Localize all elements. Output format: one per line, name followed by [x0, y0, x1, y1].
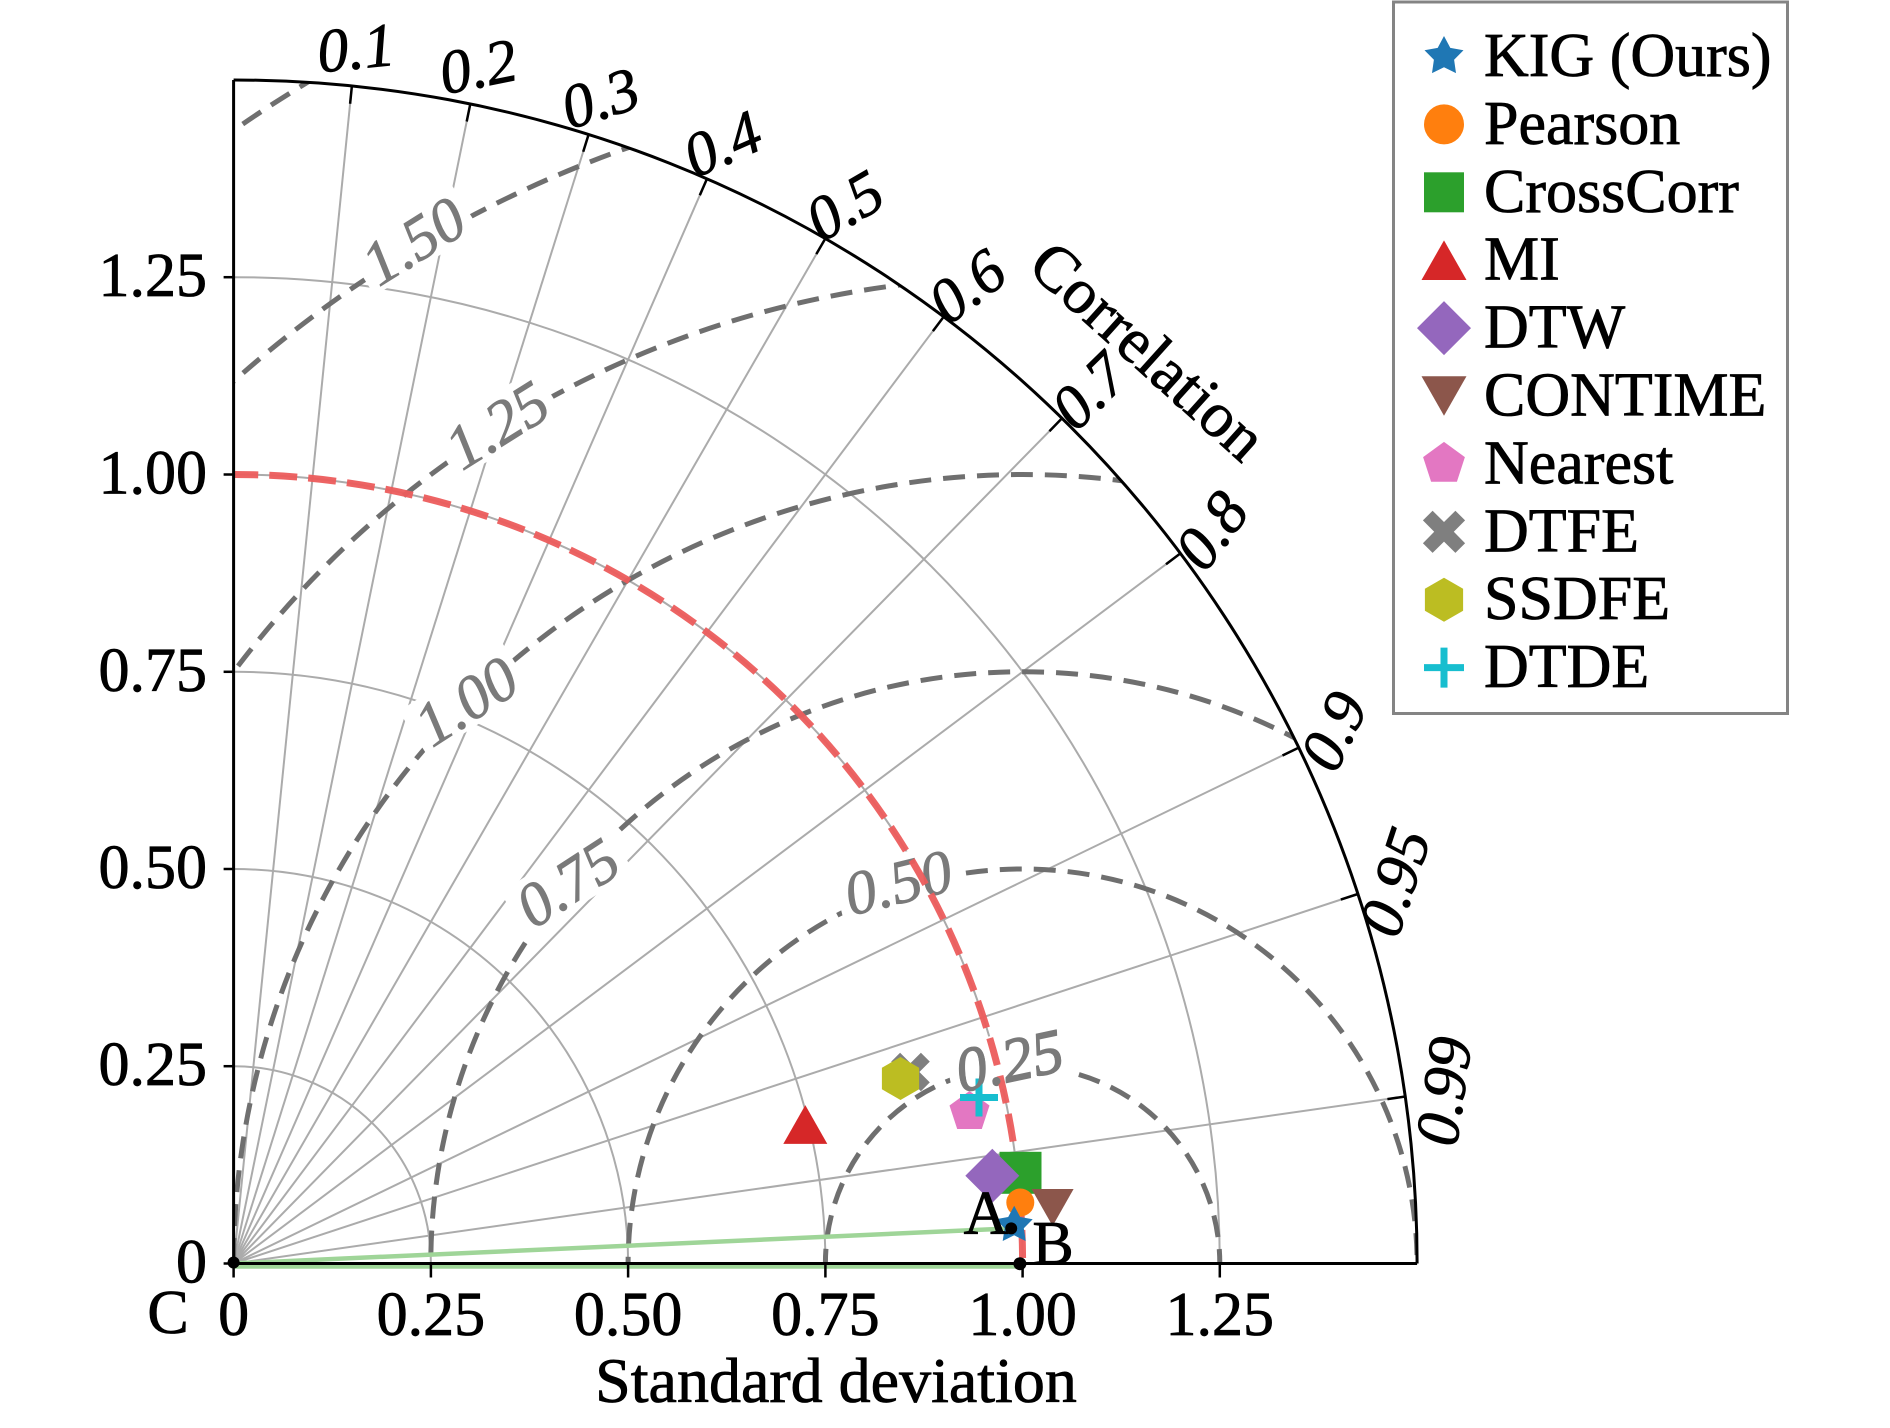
- svg-text:0.1: 0.1: [314, 11, 398, 86]
- svg-text:0.50: 0.50: [574, 1281, 683, 1349]
- svg-text:0: 0: [218, 1281, 249, 1349]
- svg-text:SSDFE: SSDFE: [1484, 565, 1670, 633]
- svg-text:0.99: 0.99: [1403, 1033, 1486, 1150]
- svg-text:Standard deviation: Standard deviation: [595, 1345, 1077, 1416]
- svg-text:1.25: 1.25: [1166, 1281, 1275, 1349]
- svg-text:CONTIME: CONTIME: [1484, 362, 1766, 430]
- svg-text:0.50: 0.50: [99, 834, 208, 902]
- svg-text:CrossCorr: CrossCorr: [1484, 158, 1739, 226]
- svg-text:DTDE: DTDE: [1484, 633, 1649, 701]
- svg-text:0.2: 0.2: [433, 26, 523, 108]
- svg-text:0.25: 0.25: [99, 1031, 208, 1099]
- svg-text:MI: MI: [1484, 226, 1560, 294]
- svg-text:KIG (Ours): KIG (Ours): [1484, 22, 1772, 90]
- svg-text:Pearson: Pearson: [1484, 90, 1680, 158]
- svg-text:DTFE: DTFE: [1484, 497, 1639, 565]
- svg-text:1.00: 1.00: [968, 1281, 1077, 1349]
- svg-text:0.75: 0.75: [99, 637, 208, 705]
- svg-text:A: A: [964, 1180, 1009, 1248]
- svg-text:0: 0: [176, 1229, 207, 1297]
- svg-text:1.00: 1.00: [99, 440, 208, 508]
- svg-text:Nearest: Nearest: [1484, 429, 1673, 497]
- svg-text:1.25: 1.25: [99, 242, 208, 310]
- svg-text:0.25: 0.25: [377, 1281, 486, 1349]
- svg-text:B: B: [1032, 1210, 1073, 1278]
- svg-text:C: C: [147, 1279, 188, 1347]
- svg-text:DTW: DTW: [1484, 294, 1626, 362]
- svg-text:0.75: 0.75: [771, 1281, 880, 1349]
